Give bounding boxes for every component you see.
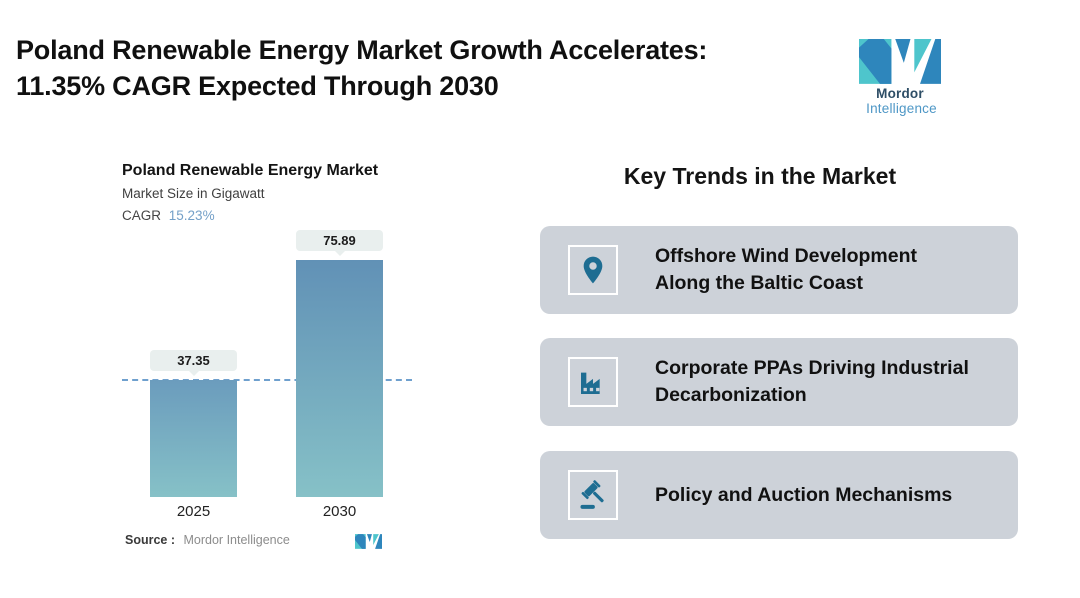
gavel-icon — [580, 480, 604, 509]
bar-2025-group: 37.35 — [150, 350, 237, 497]
trend-title: Policy and Auction Mechanisms — [655, 451, 1000, 539]
page-title-line2: 11.35% CAGR Expected Through 2030 — [16, 71, 499, 101]
logo-word-intelligence: Intelligence — [866, 101, 937, 116]
logo-wordmark: Mordor Intelligence — [838, 86, 962, 116]
cagr-value: 15.23% — [168, 208, 215, 223]
trend-title: Corporate PPAs Driving Industrial Decarb… — [655, 338, 1000, 426]
trend-title-line: Policy and Auction Mechanisms — [655, 483, 953, 506]
location-pin-icon — [583, 256, 603, 284]
mordor-intelligence-logo: Mordor Intelligence — [838, 36, 962, 116]
source-row: Source : Mordor Intelligence — [125, 533, 412, 551]
source-value: Mordor Intelligence — [183, 533, 290, 547]
trends-heading: Key Trends in the Market — [623, 163, 897, 189]
trend-icon-tile — [568, 357, 618, 407]
page-title-line1: Poland Renewable Energy Market Growth Ac… — [16, 35, 708, 65]
page-title: Poland Renewable Energy Market Growth Ac… — [16, 32, 826, 104]
bar-2030-group: 75.89 — [296, 230, 383, 497]
trend-icon-tile — [568, 470, 618, 520]
bar-2025 — [150, 380, 237, 497]
x-axis-label-2025: 2025 — [176, 503, 211, 520]
value-label-2025: 37.35 — [150, 350, 237, 376]
trend-card-corporate-ppas: Corporate PPAs Driving Industrial Decarb… — [540, 338, 1018, 426]
chart-cagr-row: CAGR 15.23% — [122, 208, 215, 223]
mordor-logo-icon — [859, 39, 941, 84]
trend-card-offshore-wind: Offshore Wind Development Along the Balt… — [540, 226, 1018, 314]
chart-subtitle: Market Size in Gigawatt — [122, 186, 265, 201]
value-label-2030: 75.89 — [296, 230, 383, 256]
source-mordor-logo-icon — [355, 534, 382, 549]
cagr-label: CAGR — [122, 208, 162, 223]
trend-card-policy-auctions: Policy and Auction Mechanisms — [540, 451, 1018, 539]
source-label: Source : — [125, 533, 176, 547]
chart-title: Poland Renewable Energy Market — [122, 162, 379, 179]
bar-2030 — [296, 260, 383, 497]
bar-chart-plot: 37.35 75.89 — [122, 230, 412, 497]
trend-title-line: Decarbonization — [655, 384, 807, 406]
factory-icon — [581, 372, 600, 394]
reference-dashed-line — [122, 379, 412, 381]
trend-title: Offshore Wind Development Along the Balt… — [655, 226, 1000, 314]
logo-word-mordor: Mordor — [876, 86, 924, 101]
trend-icon-tile — [568, 245, 618, 295]
x-axis-label-2030: 2030 — [322, 503, 357, 520]
trend-title-line: Offshore Wind Development — [655, 245, 918, 267]
trend-title-line: Along the Baltic Coast — [655, 272, 864, 294]
trend-title-line: Corporate PPAs Driving Industrial — [655, 357, 969, 379]
